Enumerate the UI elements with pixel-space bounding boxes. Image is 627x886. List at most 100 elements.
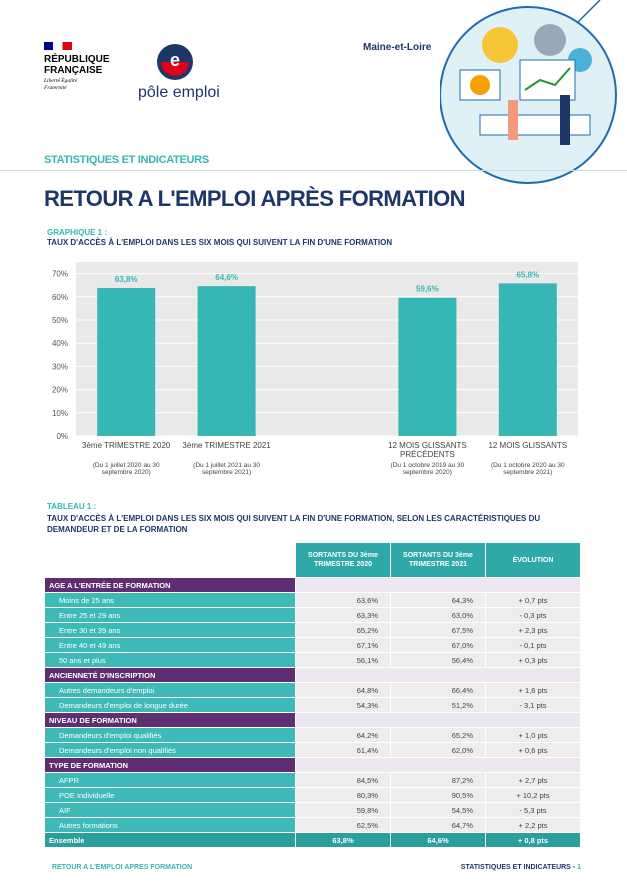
cell: 61,4%: [296, 743, 391, 758]
total-row: Ensemble 63,8% 64,6% + 0,8 pts: [45, 833, 581, 848]
value-label: 59,6%: [416, 285, 439, 294]
table-row: AFPR 84,5% 87,2% + 2,7 pts: [45, 773, 581, 788]
row-label: AFPR: [45, 773, 296, 788]
section-title: ANCIENNETÉ D'INSCRIPTION: [45, 668, 296, 683]
page-title: RETOUR A L'EMPLOI APRÈS FORMATION: [44, 186, 466, 211]
cell: 64,7%: [391, 818, 486, 833]
cell: 64,2%: [296, 728, 391, 743]
row-label: AIF: [45, 803, 296, 818]
brand-logo: e: [157, 44, 193, 80]
bar: [197, 286, 256, 436]
row-label: 50 ans et plus: [45, 653, 296, 668]
chart: 0% 10% 20% 30% 40% 50% 60% 70% 63,8% 64,6% 59,6% 65…: [52, 262, 578, 440]
table: SORTANTS DU 3ème TRIMESTRE 2020 SORTANTS …: [45, 543, 581, 848]
flag: [44, 42, 72, 50]
x-tick-label: 12 MOIS GLISSANTS PRÉCÉDENTS: [388, 441, 467, 459]
cell: - 5,3 pts: [486, 803, 581, 818]
cell: 62,5%: [296, 818, 391, 833]
table-row: AIF 59,8% 54,5% - 5,3 pts: [45, 803, 581, 818]
row-label: Autres formations: [45, 818, 296, 833]
illustration: [440, 0, 617, 184]
header-blank: [45, 543, 296, 578]
cell: 65,2%: [391, 728, 486, 743]
value-label: 63,8%: [115, 275, 138, 284]
plot-area: [76, 262, 578, 436]
cell: + 2,2 pts: [486, 818, 581, 833]
cell: - 0,1 pts: [486, 638, 581, 653]
y-tick-label: 50%: [52, 316, 68, 325]
cell: 67,1%: [296, 638, 391, 653]
cell: 67,5%: [391, 623, 486, 638]
column-header: SORTANTS DU 3ème TRIMESTRE 2020: [296, 543, 391, 578]
table-label: TABLEAU 1 :: [47, 502, 97, 511]
cell: - 3,1 pts: [486, 698, 581, 713]
table-row: POE Individuelle 80,3% 90,5% + 10,2 pts: [45, 788, 581, 803]
motto: Liberté Égalité Fraternité: [44, 78, 78, 91]
table-row: 50 ans et plus 56,1% 56,4% + 0,3 pts: [45, 653, 581, 668]
row-label: Entre 40 et 49 ans: [45, 638, 296, 653]
value-label: 64,6%: [215, 273, 238, 282]
cell: 90,5%: [391, 788, 486, 803]
category-note: (Du 1 juillet 2020 au 30 septembre 2020): [92, 462, 160, 476]
cell: + 1,0 pts: [486, 728, 581, 743]
total-cell: 63,8%: [296, 833, 391, 848]
cell: 59,8%: [296, 803, 391, 818]
row-label: Entre 25 et 29 ans: [45, 608, 296, 623]
page-number: 1: [577, 864, 581, 871]
footer-right: STATISTIQUES ET INDICATEURS - 1: [461, 864, 581, 871]
cell: 87,2%: [391, 773, 486, 788]
table-row: Autres formations 62,5% 64,7% + 2,2 pts: [45, 818, 581, 833]
republic: RÉPUBLIQUE FRANÇAISE: [44, 54, 110, 76]
cell: 51,2%: [391, 698, 486, 713]
table-row: Demandeurs d'emploi de longue durée 54,3%…: [45, 698, 581, 713]
row-label: Entre 30 et 39 ans: [45, 623, 296, 638]
category-note: (Du 1 octobre 2020 au 30 septembre 2021): [490, 462, 565, 476]
brand: pôle emploi: [138, 84, 220, 101]
row-label: Moins de 25 ans: [45, 593, 296, 608]
cell: + 0,3 pts: [486, 653, 581, 668]
chart-title: TAUX D'ACCÈS À L'EMPLOI DANS LES SIX MOI…: [47, 238, 393, 247]
cell: + 2,3 pts: [486, 623, 581, 638]
bar: [398, 297, 457, 436]
column-header: ÉVOLUTION: [486, 543, 581, 578]
section-fill: [296, 758, 581, 773]
total-label: Ensemble: [45, 833, 296, 848]
section-fill: [296, 668, 581, 683]
cell: 54,3%: [296, 698, 391, 713]
cell: 62,0%: [391, 743, 486, 758]
cell: 56,4%: [391, 653, 486, 668]
cell: 64,8%: [296, 683, 391, 698]
row-label: POE Individuelle: [45, 788, 296, 803]
x-tick-label: 3ème TRIMESTRE 2020: [82, 441, 171, 450]
table-row: Entre 40 et 49 ans 67,1% 67,0% - 0,1 pts: [45, 638, 581, 653]
cell: 84,5%: [296, 773, 391, 788]
x-tick-label: 12 MOIS GLISSANTS: [488, 441, 568, 450]
cell: + 0,7 pts: [486, 593, 581, 608]
section-row: TYPE DE FORMATION: [45, 758, 581, 773]
total-cell: 64,6%: [391, 833, 486, 848]
y-tick-label: 30%: [52, 362, 68, 371]
cell: 67,0%: [391, 638, 486, 653]
table-row: Autres demandeurs d'emploi 64,8% 66,4% + 1,…: [45, 683, 581, 698]
table-title: TAUX D'ACCÈS À L'EMPLOI DANS LES SIX MOI…: [47, 514, 541, 534]
cell: 56,1%: [296, 653, 391, 668]
cell: - 0,3 pts: [486, 608, 581, 623]
y-tick-label: 60%: [52, 293, 68, 302]
cell: 63,0%: [391, 608, 486, 623]
cell: 54,5%: [391, 803, 486, 818]
category-note: (Du 1 octobre 2019 au 30 septembre 2020): [390, 462, 465, 476]
row-label: Autres demandeurs d'emploi: [45, 683, 296, 698]
row-label: Demandeurs d'emploi non qualifiés: [45, 743, 296, 758]
footer-text: STATISTIQUES ET INDICATEURS -: [460, 864, 576, 871]
value-label: 65,8%: [516, 270, 539, 279]
cell: 64,3%: [391, 593, 486, 608]
section-row: ANCIENNETÉ D'INSCRIPTION: [45, 668, 581, 683]
y-tick-label: 0%: [56, 432, 68, 440]
table-row: Entre 30 et 39 ans 65,2% 67,5% + 2,3 pts: [45, 623, 581, 638]
column-header: SORTANTS DU 3ème TRIMESTRE 2021: [391, 543, 486, 578]
section-row: AGE A L'ENTRÉE DE FORMATION: [45, 578, 581, 593]
y-tick-label: 20%: [52, 386, 68, 395]
bar: [97, 287, 156, 436]
chart-label: GRAPHIQUE 1 :: [47, 228, 108, 237]
footer-left: RETOUR A L'EMPLOI APRES FORMATION: [52, 864, 193, 871]
